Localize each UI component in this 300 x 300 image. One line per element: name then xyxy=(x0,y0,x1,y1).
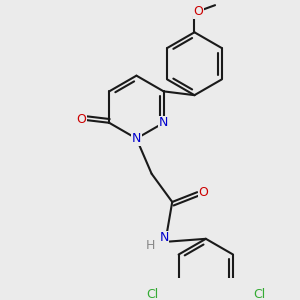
Text: N: N xyxy=(132,132,141,145)
Text: N: N xyxy=(159,231,169,244)
Text: O: O xyxy=(76,112,86,125)
Text: Cl: Cl xyxy=(253,288,266,300)
Text: N: N xyxy=(159,116,168,129)
Text: O: O xyxy=(193,5,203,18)
Text: O: O xyxy=(199,186,208,199)
Text: H: H xyxy=(146,239,155,252)
Text: Cl: Cl xyxy=(146,288,158,300)
